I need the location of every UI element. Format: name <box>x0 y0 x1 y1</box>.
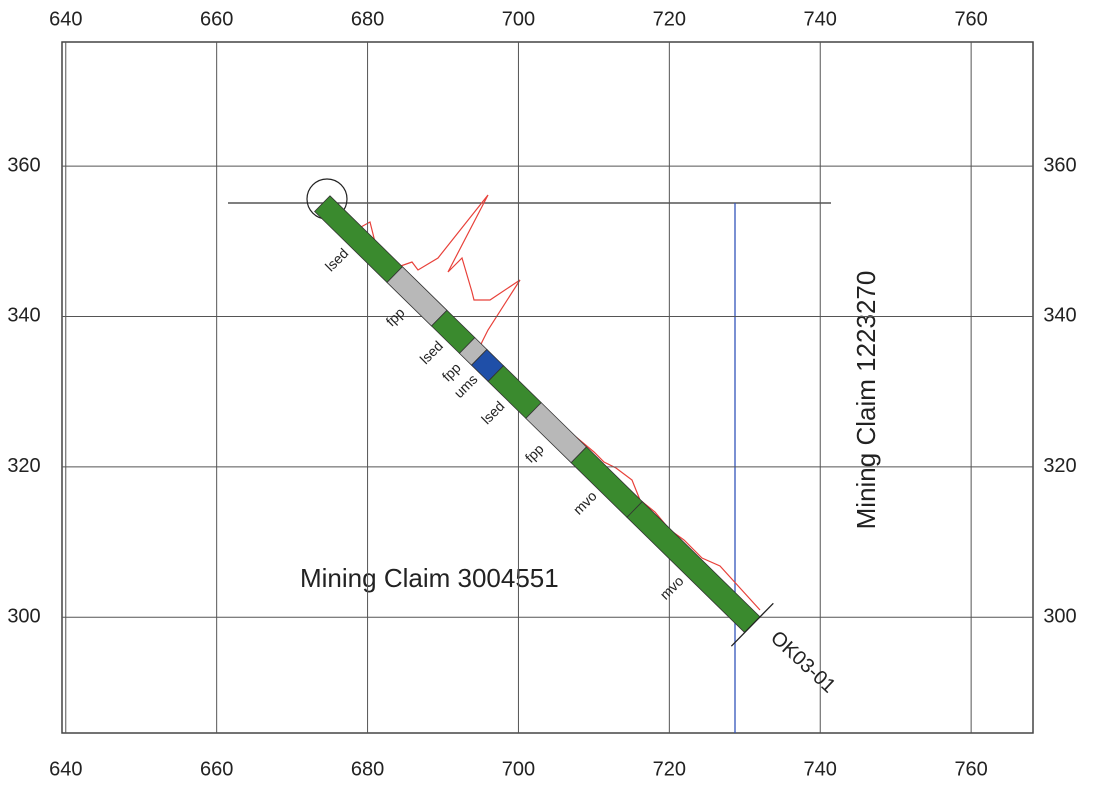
hole-name: OK03-01 <box>766 627 840 698</box>
x-tick-label: 720 <box>653 758 686 780</box>
x-tick-label: 660 <box>200 8 233 30</box>
hole-segment <box>626 501 761 634</box>
segment-label: mvo <box>570 488 600 518</box>
x-tick-label: 740 <box>804 758 837 780</box>
y-tick-label: 300 <box>7 605 40 627</box>
x-tick-label: 700 <box>502 758 535 780</box>
x-tick-label: 760 <box>954 8 987 30</box>
assay-trace <box>337 194 761 611</box>
y-tick-label: 320 <box>7 455 40 477</box>
toe-cap <box>730 602 774 647</box>
y-tick-label: 320 <box>1043 455 1076 477</box>
segment-label: mvo <box>657 572 687 602</box>
x-tick-label: 700 <box>502 8 535 30</box>
segment-label: fpp <box>383 304 408 329</box>
x-tick-label: 760 <box>954 758 987 780</box>
x-tick-label: 720 <box>653 8 686 30</box>
x-tick-label: 740 <box>804 8 837 30</box>
x-tick-label: 640 <box>49 8 82 30</box>
claim-label: Mining Claim 3004551 <box>300 563 559 593</box>
y-tick-label: 340 <box>7 305 40 327</box>
x-tick-label: 660 <box>200 758 233 780</box>
x-tick-label: 640 <box>49 758 82 780</box>
segment-label: fpp <box>522 440 547 465</box>
x-tick-label: 680 <box>351 758 384 780</box>
frame <box>61 41 1034 734</box>
segment-label: lsed <box>417 338 446 367</box>
x-tick-label: 680 <box>351 8 384 30</box>
y-tick-label: 360 <box>1043 154 1076 176</box>
y-tick-label: 360 <box>7 154 40 176</box>
segment-label: lsed <box>322 245 351 274</box>
y-tick-label: 340 <box>1043 305 1076 327</box>
claim-label: Mining Claim 1223270 <box>851 271 881 530</box>
segment-label: lsed <box>478 398 507 427</box>
y-tick-label: 300 <box>1043 605 1076 627</box>
